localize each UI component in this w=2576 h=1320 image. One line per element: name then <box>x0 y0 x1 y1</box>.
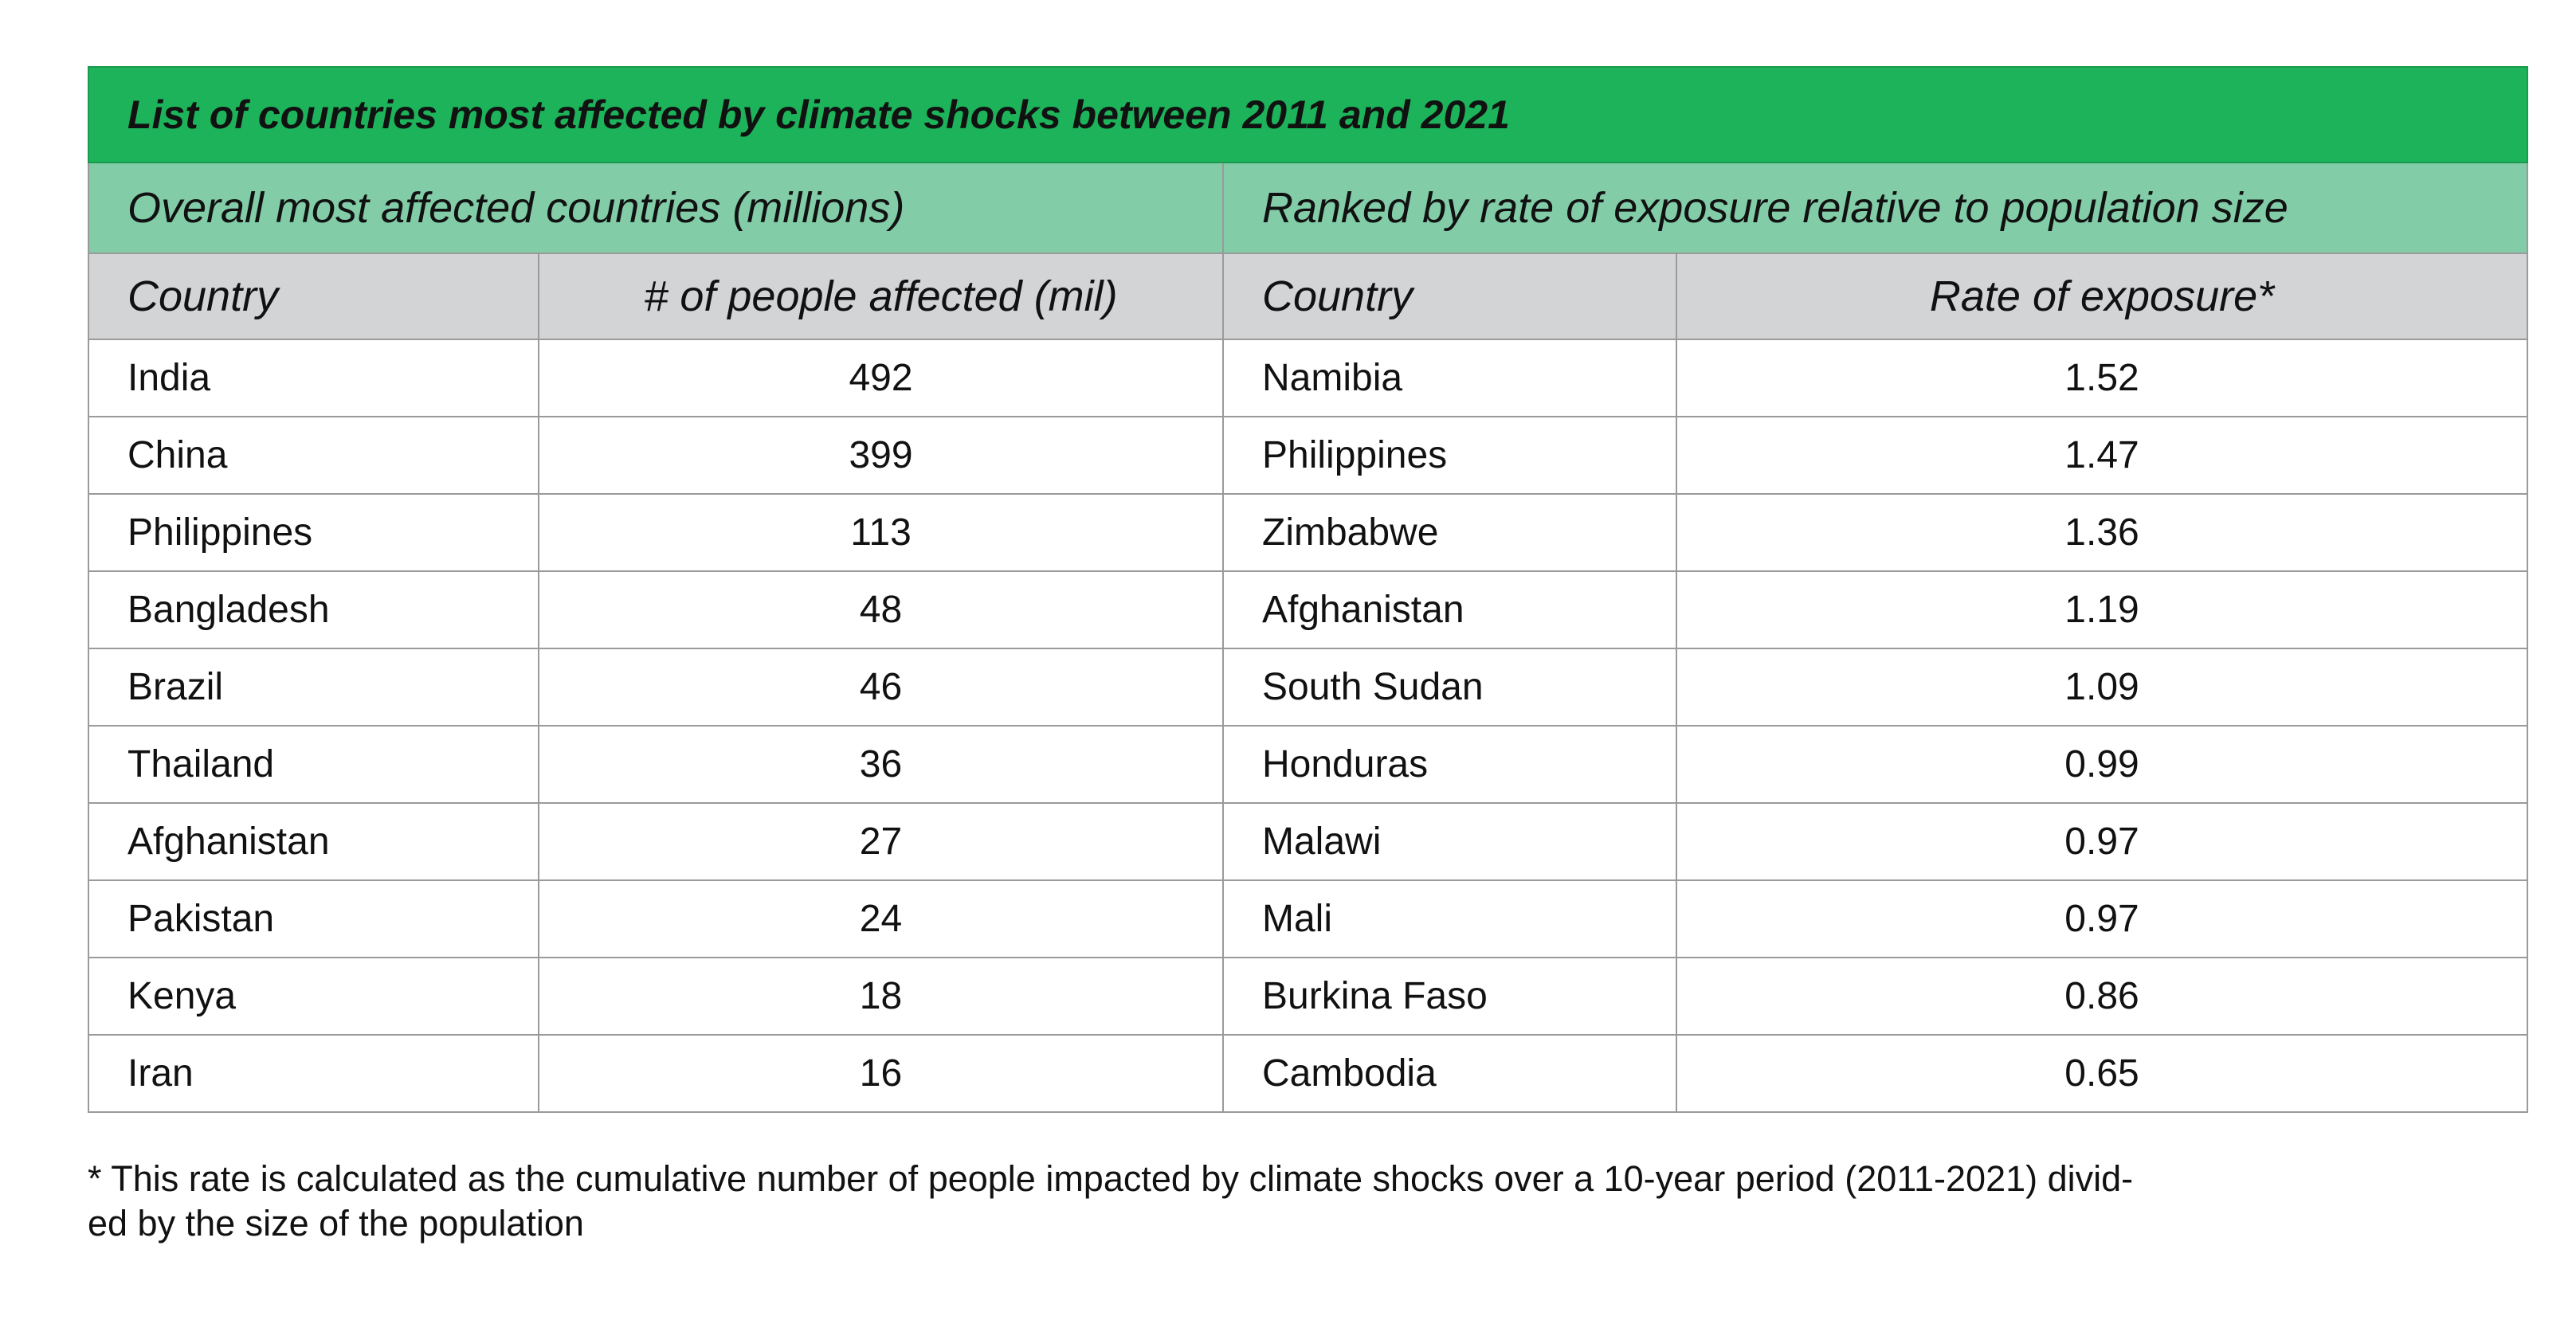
section-header: Ranked by rate of exposure relative to p… <box>1221 162 2529 254</box>
section-header: Overall most affected countries (million… <box>88 162 1224 254</box>
column-header: Rate of exposure* <box>1675 253 2529 340</box>
value-cell: 1.19 <box>1675 570 2529 649</box>
value-cell: 113 <box>538 493 1224 572</box>
value-cell: 399 <box>538 416 1224 495</box>
value-cell: 0.86 <box>1675 957 2529 1036</box>
value-cell: 0.65 <box>1675 1034 2529 1113</box>
country-cell: Burkina Faso <box>1222 957 1677 1036</box>
country-cell: Brazil <box>88 648 539 727</box>
value-cell: 18 <box>538 957 1224 1036</box>
country-cell: Malawi <box>1222 802 1677 881</box>
value-cell: 46 <box>538 648 1224 727</box>
table-row: Thailand 36 Honduras 0.99 <box>88 725 2529 804</box>
value-cell: 0.99 <box>1675 725 2529 804</box>
country-cell: Pakistan <box>88 879 539 958</box>
country-cell: Philippines <box>88 493 539 572</box>
country-cell: Bangladesh <box>88 570 539 649</box>
table-body: India 492 Namibia 1.52 China 399 Philippines 1.… <box>88 339 2529 1113</box>
table-title: List of countries most affected by clima… <box>87 66 2529 163</box>
table-row: Kenya 18 Burkina Faso 0.86 <box>88 957 2529 1036</box>
table-row: India 492 Namibia 1.52 <box>88 339 2529 417</box>
country-cell: Zimbabwe <box>1222 493 1677 572</box>
table-row: China 399 Philippines 1.47 <box>88 416 2529 495</box>
value-cell: 16 <box>538 1034 1224 1113</box>
table-row: Philippines 113 Zimbabwe 1.36 <box>88 493 2529 572</box>
country-cell: Afghanistan <box>88 802 539 881</box>
column-header: # of people affected (mil) <box>538 253 1224 340</box>
country-cell: Honduras <box>1222 725 1677 804</box>
country-cell: China <box>88 416 539 495</box>
value-cell: 24 <box>538 879 1224 958</box>
country-cell: Mali <box>1222 879 1677 958</box>
value-cell: 27 <box>538 802 1224 881</box>
country-cell: Iran <box>88 1034 539 1113</box>
footnote: * This rate is calculated as the cumulat… <box>88 1157 2527 1246</box>
country-cell: South Sudan <box>1222 648 1677 727</box>
table-row: Bangladesh 48 Afghanistan 1.19 <box>88 570 2529 649</box>
country-cell: Cambodia <box>1222 1034 1677 1113</box>
country-cell: Kenya <box>88 957 539 1036</box>
country-cell: Thailand <box>88 725 539 804</box>
value-cell: 1.36 <box>1675 493 2529 572</box>
table-row: Brazil 46 South Sudan 1.09 <box>88 648 2529 727</box>
value-cell: 492 <box>538 339 1224 417</box>
table-row: Pakistan 24 Mali 0.97 <box>88 879 2529 958</box>
value-cell: 0.97 <box>1675 879 2529 958</box>
country-cell: Philippines <box>1222 416 1677 495</box>
country-cell: Namibia <box>1222 339 1677 417</box>
country-cell: India <box>88 339 539 417</box>
column-header: Country <box>88 253 539 340</box>
table-row: Afghanistan 27 Malawi 0.97 <box>88 802 2529 881</box>
table-row: Iran 16 Cambodia 0.65 <box>88 1034 2529 1113</box>
footnote-line: * This rate is calculated as the cumulat… <box>88 1158 2134 1199</box>
country-cell: Afghanistan <box>1222 570 1677 649</box>
climate-table: List of countries most affected by clima… <box>87 66 2529 1113</box>
value-cell: 1.52 <box>1675 339 2529 417</box>
value-cell: 1.09 <box>1675 648 2529 727</box>
value-cell: 48 <box>538 570 1224 649</box>
value-cell: 1.47 <box>1675 416 2529 495</box>
column-header: Country <box>1222 253 1677 340</box>
value-cell: 36 <box>538 725 1224 804</box>
footnote-line: ed by the size of the population <box>88 1203 584 1244</box>
value-cell: 0.97 <box>1675 802 2529 881</box>
